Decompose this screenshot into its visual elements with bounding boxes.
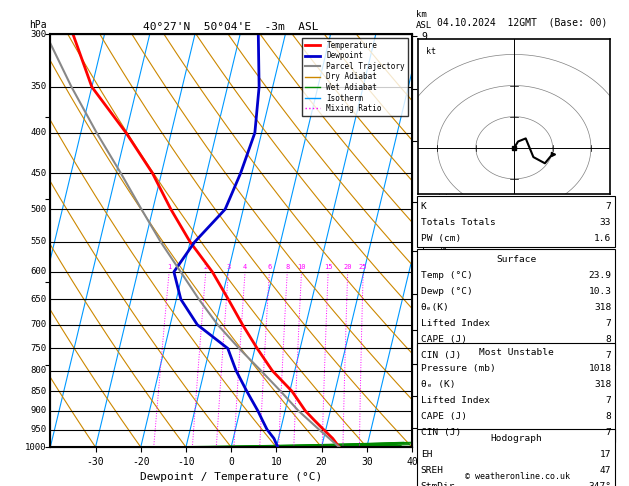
Text: 04.10.2024  12GMT  (Base: 00): 04.10.2024 12GMT (Base: 00) <box>437 17 607 27</box>
Text: StmDir: StmDir <box>421 482 455 486</box>
Text: 3: 3 <box>226 264 230 270</box>
Text: CAPE (J): CAPE (J) <box>421 412 467 421</box>
Text: 350: 350 <box>31 83 47 91</box>
Text: Hodograph: Hodograph <box>490 434 542 443</box>
Text: 6: 6 <box>267 264 272 270</box>
Text: 950: 950 <box>31 425 47 434</box>
Text: Dewp (°C): Dewp (°C) <box>421 287 472 296</box>
Text: LCL: LCL <box>416 389 431 398</box>
Text: 20: 20 <box>343 264 352 270</box>
Text: 7: 7 <box>606 202 611 211</box>
Text: © weatheronline.co.uk: © weatheronline.co.uk <box>465 472 569 481</box>
Text: SREH: SREH <box>421 466 444 475</box>
Text: 8: 8 <box>606 335 611 344</box>
Text: 10: 10 <box>298 264 306 270</box>
Legend: Temperature, Dewpoint, Parcel Trajectory, Dry Adiabat, Wet Adiabat, Isotherm, Mi: Temperature, Dewpoint, Parcel Trajectory… <box>302 38 408 116</box>
Text: Pressure (mb): Pressure (mb) <box>421 364 496 373</box>
Text: 7: 7 <box>606 396 611 405</box>
Text: 700: 700 <box>31 320 47 329</box>
Text: Temp (°C): Temp (°C) <box>421 271 472 280</box>
Text: Totals Totals: Totals Totals <box>421 218 496 227</box>
X-axis label: Dewpoint / Temperature (°C): Dewpoint / Temperature (°C) <box>140 472 322 483</box>
Text: 8: 8 <box>285 264 289 270</box>
Text: 4: 4 <box>243 264 247 270</box>
Text: Lifted Index: Lifted Index <box>421 319 490 328</box>
Text: Lifted Index: Lifted Index <box>421 396 490 405</box>
Text: 33: 33 <box>600 218 611 227</box>
Text: 450: 450 <box>31 169 47 178</box>
Text: 7: 7 <box>606 319 611 328</box>
Text: PW (cm): PW (cm) <box>421 234 461 243</box>
Text: θₑ(K): θₑ(K) <box>421 303 450 312</box>
Text: 1018: 1018 <box>588 364 611 373</box>
Text: 8: 8 <box>606 412 611 421</box>
Text: 900: 900 <box>31 406 47 416</box>
Text: CIN (J): CIN (J) <box>421 351 461 360</box>
Text: 600: 600 <box>31 267 47 277</box>
Text: 7: 7 <box>606 351 611 360</box>
Text: CIN (J): CIN (J) <box>421 428 461 437</box>
Text: Surface: Surface <box>496 255 536 264</box>
Text: km
ASL: km ASL <box>416 11 431 30</box>
Text: hPa: hPa <box>29 20 47 30</box>
Text: K: K <box>421 202 426 211</box>
Text: kt: kt <box>426 48 436 56</box>
Text: 550: 550 <box>31 238 47 246</box>
Title: 40°27'N  50°04'E  -3m  ASL: 40°27'N 50°04'E -3m ASL <box>143 22 319 32</box>
Text: CAPE (J): CAPE (J) <box>421 335 467 344</box>
Text: 318: 318 <box>594 303 611 312</box>
Text: 500: 500 <box>31 205 47 214</box>
Text: Mixing Ratio (g/kg): Mixing Ratio (g/kg) <box>440 190 449 292</box>
Text: 7: 7 <box>606 428 611 437</box>
Text: 1.6: 1.6 <box>594 234 611 243</box>
Text: 17: 17 <box>600 450 611 459</box>
Text: 25: 25 <box>359 264 367 270</box>
Text: EH: EH <box>421 450 432 459</box>
Text: 850: 850 <box>31 387 47 396</box>
Text: 300: 300 <box>31 30 47 38</box>
Text: 800: 800 <box>31 366 47 375</box>
Text: 1000: 1000 <box>25 443 47 451</box>
Text: 23.9: 23.9 <box>588 271 611 280</box>
Text: 750: 750 <box>31 344 47 353</box>
Text: 1: 1 <box>167 264 171 270</box>
Text: 15: 15 <box>324 264 332 270</box>
Text: 347°: 347° <box>588 482 611 486</box>
Text: 10.3: 10.3 <box>588 287 611 296</box>
Text: 2: 2 <box>204 264 208 270</box>
Text: 650: 650 <box>31 295 47 304</box>
Text: 400: 400 <box>31 128 47 137</box>
Text: Most Unstable: Most Unstable <box>479 348 554 357</box>
Text: 47: 47 <box>600 466 611 475</box>
Text: θₑ (K): θₑ (K) <box>421 380 455 389</box>
Text: 318: 318 <box>594 380 611 389</box>
